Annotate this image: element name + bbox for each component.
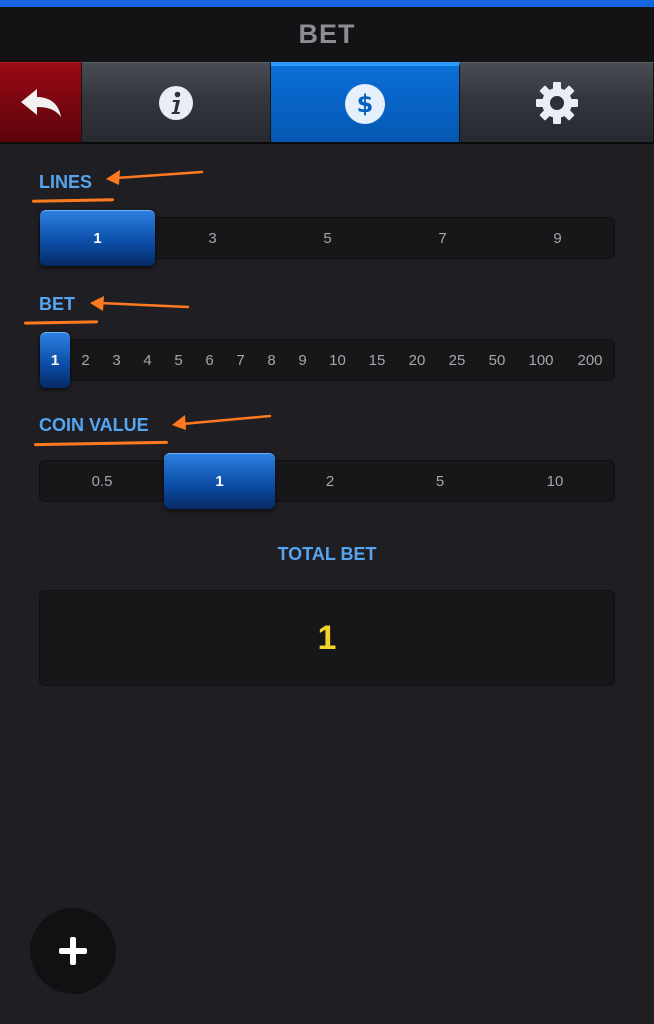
total-bet-box: 1 (39, 590, 615, 686)
bet-label: BET (39, 294, 75, 314)
lines-option-5[interactable]: 5 (323, 229, 332, 247)
coin-value-option-2[interactable]: 2 (325, 472, 335, 490)
lines-selector: 1 3 5 7 9 (39, 210, 615, 266)
svg-text:$: $ (357, 90, 374, 118)
coin-value-option-0-5[interactable]: 0.5 (91, 472, 113, 490)
bet-option-5[interactable]: 5 (174, 351, 183, 369)
bet-option-8[interactable]: 8 (267, 351, 276, 369)
bet-option-200[interactable]: 200 (577, 351, 603, 369)
bet-option-50[interactable]: 50 (488, 351, 506, 369)
coin-value-option-10[interactable]: 10 (546, 472, 564, 490)
bet-option-9[interactable]: 9 (298, 351, 307, 369)
page-title: BET (298, 19, 356, 49)
bet-option-4[interactable]: 4 (143, 351, 152, 369)
back-arrow-icon (20, 88, 61, 117)
bet-option-3[interactable]: 3 (112, 351, 121, 369)
bet-arrow-annotation (90, 296, 190, 311)
tab-bet[interactable]: $ (271, 62, 460, 142)
lines-arrow-annotation (106, 170, 204, 185)
bet-underline-annotation (23, 320, 99, 325)
tab-divider (0, 142, 654, 144)
tab-bar: $ (0, 62, 654, 144)
bet-option-1[interactable]: 1 (40, 332, 70, 388)
bet-option-20[interactable]: 20 (408, 351, 426, 369)
bet-option-2[interactable]: 2 (81, 351, 90, 369)
coin-value-option-1[interactable]: 1 (164, 453, 275, 509)
coin-value-underline-annotation (33, 440, 169, 447)
bet-option-100[interactable]: 100 (528, 351, 554, 369)
total-bet-value: 1 (317, 618, 337, 657)
coin-value-selector: 0.5 1 2 5 10 (39, 453, 615, 509)
lines-label: LINES (39, 172, 93, 192)
dollar-icon: $ (345, 84, 385, 124)
bet-selector: 1 2 3 4 5 6 7 8 9 10 15 20 25 50 100 200 (39, 332, 615, 388)
header-bar: BET (0, 7, 654, 62)
tab-info[interactable] (82, 62, 271, 142)
lines-underline-annotation (31, 198, 115, 203)
lines-option-3[interactable]: 3 (208, 229, 217, 247)
plus-icon (59, 937, 87, 965)
bet-option-7[interactable]: 7 (236, 351, 245, 369)
lines-option-7[interactable]: 7 (438, 229, 447, 247)
top-accent-bar (0, 0, 654, 7)
coin-value-label: COIN VALUE (39, 415, 149, 435)
bet-option-6[interactable]: 6 (205, 351, 214, 369)
coin-value-arrow-annotation (172, 414, 272, 430)
bet-option-10[interactable]: 10 (329, 351, 346, 369)
lines-option-9[interactable]: 9 (553, 229, 562, 247)
total-bet-label: TOTAL BET (277, 544, 377, 564)
gear-icon (535, 81, 578, 124)
bet-option-15[interactable]: 15 (368, 351, 386, 369)
add-button[interactable] (30, 908, 116, 994)
info-icon (159, 85, 193, 120)
tab-settings[interactable] (460, 62, 654, 142)
coin-value-option-5[interactable]: 5 (435, 472, 445, 490)
lines-option-1[interactable]: 1 (40, 210, 155, 266)
bet-option-25[interactable]: 25 (448, 351, 466, 369)
back-button[interactable] (0, 62, 82, 142)
